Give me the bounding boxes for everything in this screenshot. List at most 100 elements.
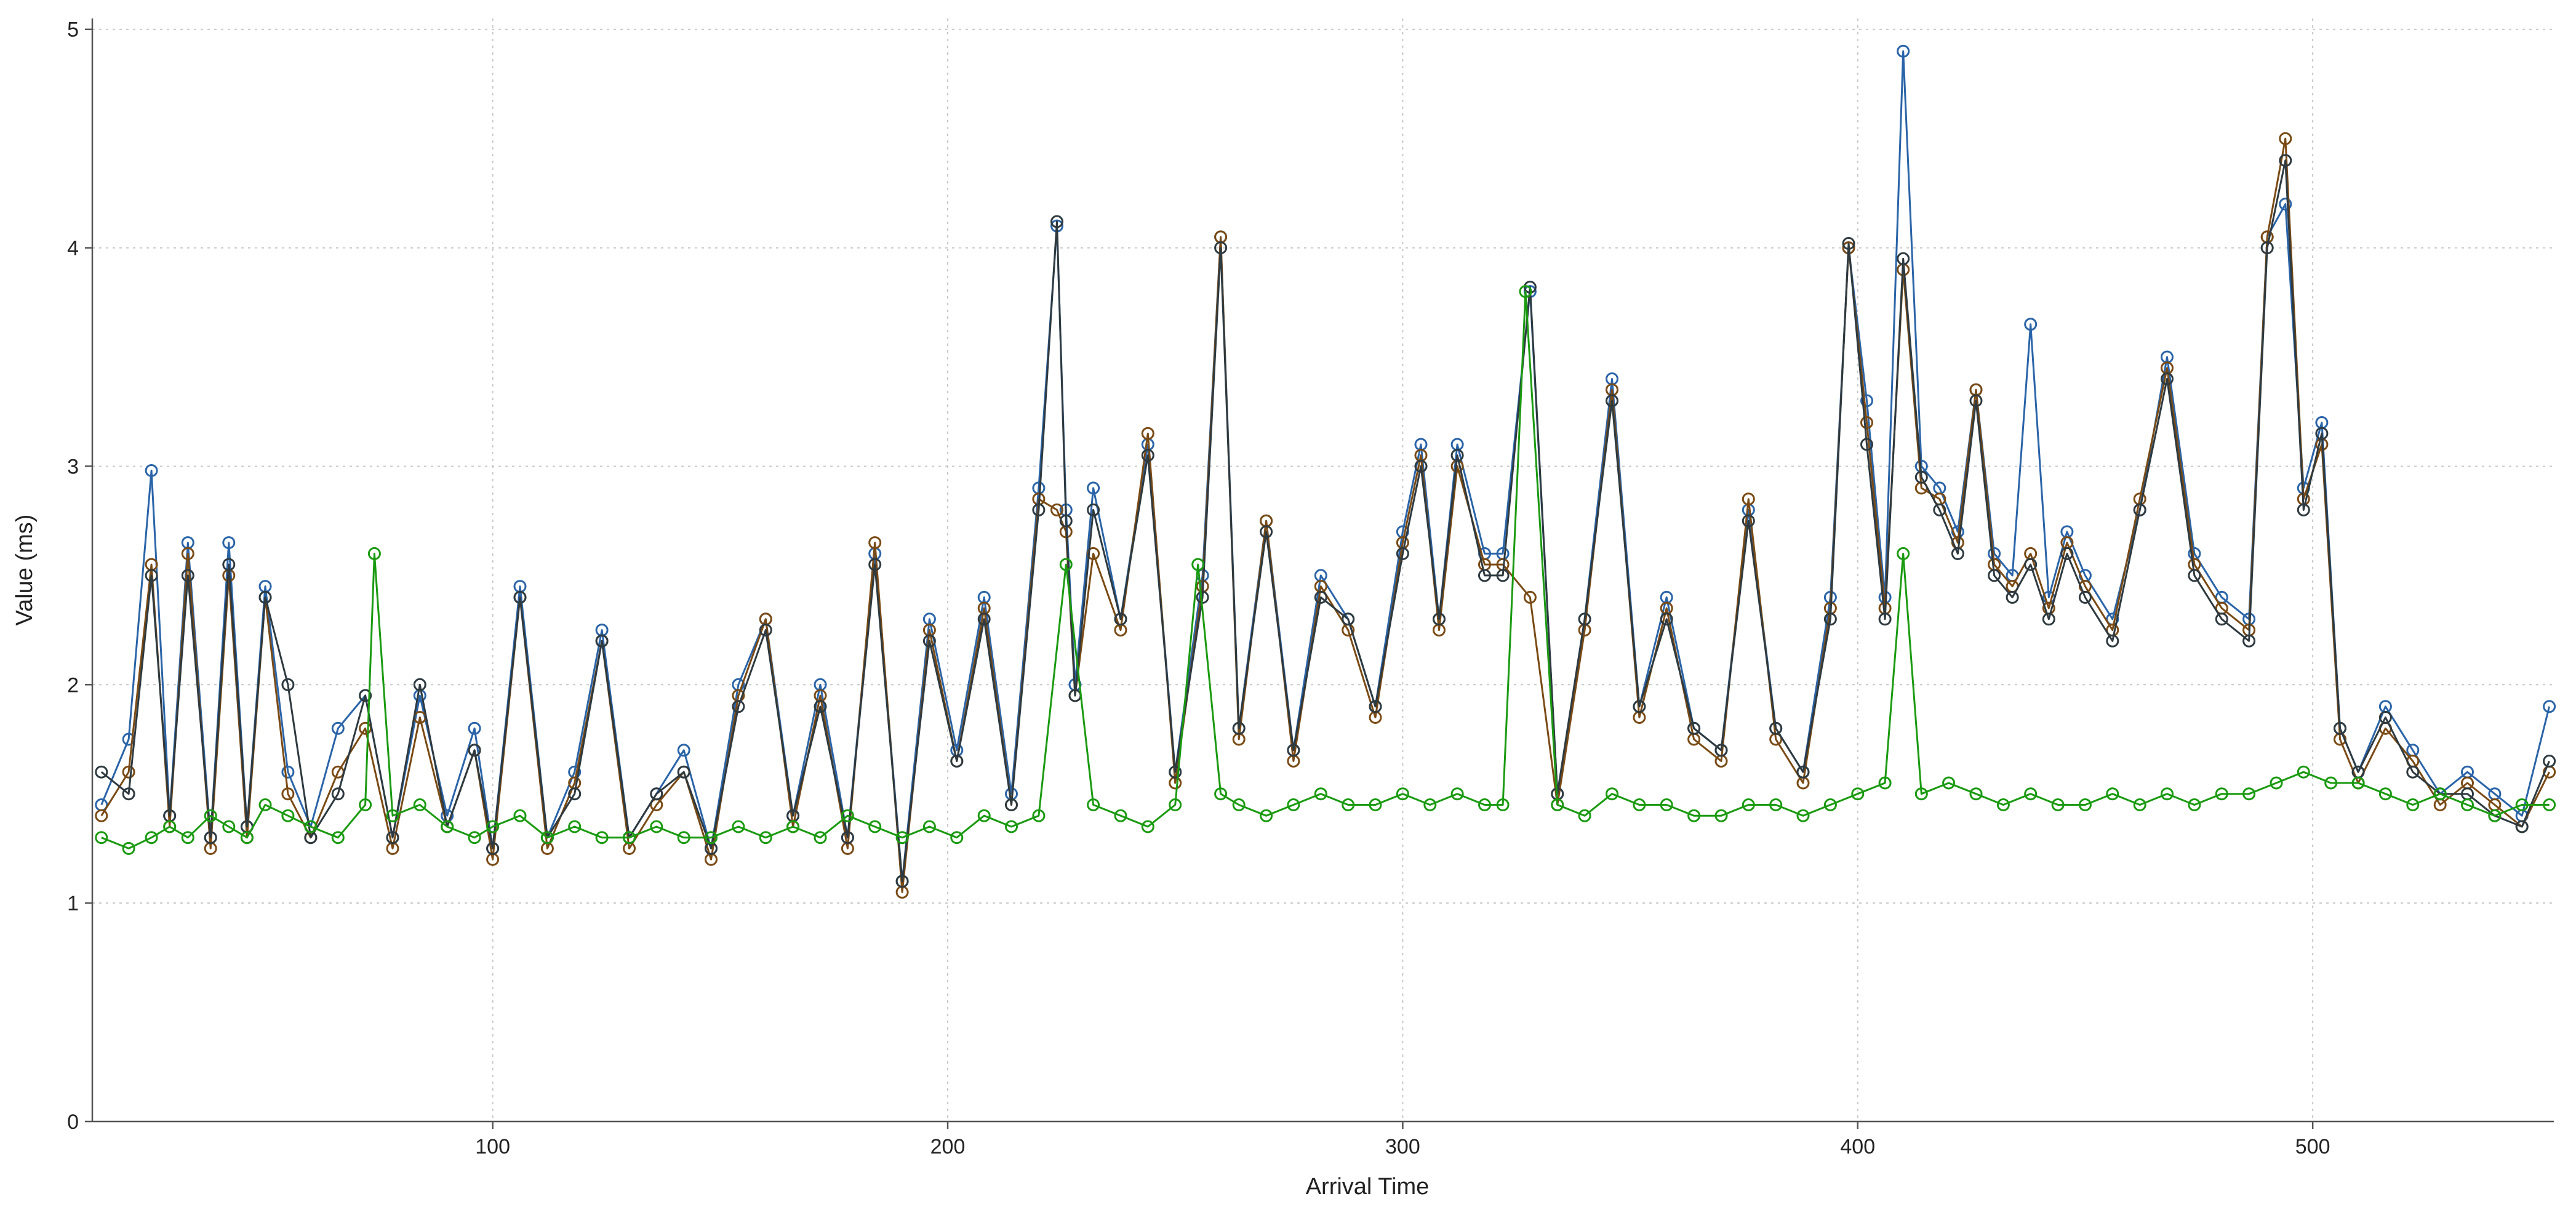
data-point: [2060, 547, 2074, 560]
data-point: [2433, 787, 2447, 801]
data-point: [1796, 809, 1810, 822]
data-point: [705, 831, 718, 845]
data-point: [2161, 787, 2174, 801]
data-point: [1414, 459, 1428, 473]
data-point: [1519, 285, 1532, 299]
data-point: [2024, 318, 2038, 331]
data-point: [2161, 372, 2174, 385]
data-point: [2188, 798, 2201, 811]
data-point: [1059, 558, 1073, 571]
data-point: [677, 765, 690, 779]
data-point: [1578, 612, 1591, 626]
data-point: [922, 820, 936, 833]
data-point: [650, 787, 663, 801]
data-point: [2215, 787, 2228, 801]
data-point: [1005, 820, 1018, 833]
data-point: [331, 721, 345, 735]
data-point: [1633, 798, 1646, 811]
data-point: [2543, 700, 2556, 713]
data-point: [1969, 787, 1983, 801]
data-point: [1823, 612, 1837, 626]
data-point: [868, 558, 882, 571]
data-point: [1169, 765, 1182, 779]
data-point: [222, 820, 236, 833]
data-point: [1396, 787, 1409, 801]
data-point: [204, 809, 217, 822]
data-point: [895, 831, 909, 845]
data-point: [1087, 481, 1100, 495]
data-point: [331, 831, 345, 845]
data-point: [145, 464, 158, 477]
data-point: [2215, 612, 2228, 626]
data-point: [1496, 798, 1510, 811]
data-point: [1260, 525, 1273, 539]
data-point: [1742, 492, 1755, 506]
data-point: [2106, 787, 2119, 801]
data-point: [1878, 612, 1892, 626]
data-point: [1369, 798, 1382, 811]
data-point: [1660, 798, 1673, 811]
data-point: [281, 809, 295, 822]
data-point: [922, 634, 936, 648]
data-point: [1988, 569, 2001, 582]
data-point: [1087, 503, 1100, 516]
data-point: [677, 744, 690, 757]
data-point: [2351, 776, 2365, 790]
data-point: [95, 765, 108, 779]
data-point: [122, 787, 135, 801]
data-point: [1878, 776, 1892, 790]
data-point: [1714, 809, 1728, 822]
data-point: [1551, 798, 1564, 811]
data-point: [2406, 798, 2420, 811]
data-point: [1141, 820, 1154, 833]
data-point: [759, 624, 772, 637]
data-point: [623, 831, 636, 845]
data-point: [468, 721, 481, 735]
data-point: [2297, 765, 2310, 779]
data-point: [1897, 547, 1910, 560]
data-point: [732, 700, 745, 713]
data-point: [895, 875, 909, 888]
data-point: [1005, 798, 1018, 811]
data-point: [1050, 503, 1063, 516]
data-point: [1897, 44, 1910, 58]
data-point: [1523, 590, 1537, 604]
data-point: [222, 536, 236, 550]
x-tick-label: 400: [1840, 1135, 1875, 1158]
data-point: [650, 820, 663, 833]
ticks: 100 200 300 400 500 0 1 2 3 4 5: [67, 18, 2330, 1158]
data-point: [181, 547, 194, 560]
data-point: [2378, 787, 2392, 801]
data-point: [386, 809, 399, 822]
data-point: [1496, 569, 1510, 582]
data-point: [568, 820, 582, 833]
data-point: [732, 820, 745, 833]
data-point: [1314, 590, 1327, 604]
x-tick-label: 100: [475, 1135, 510, 1158]
data-point: [1087, 547, 1100, 560]
data-point: [1032, 503, 1046, 516]
data-point: [2279, 198, 2292, 211]
data-point: [2024, 787, 2038, 801]
data-point: [1860, 394, 1873, 407]
data-point: [181, 569, 194, 582]
data-point: [1897, 252, 1910, 265]
series-line: [100, 159, 2550, 883]
data-point: [677, 831, 690, 845]
data-point: [145, 569, 158, 582]
data-point: [413, 678, 426, 691]
data-point: [386, 831, 399, 845]
data-point: [1287, 798, 1300, 811]
data-point: [595, 634, 609, 648]
data-point: [468, 744, 481, 757]
y-tick-label: 3: [67, 455, 79, 478]
data-point: [367, 547, 381, 560]
data-point: [1996, 798, 2010, 811]
data-point: [1050, 215, 1063, 228]
data-point: [1232, 721, 1246, 735]
data-point: [513, 590, 527, 604]
data-point: [2515, 798, 2529, 811]
data-point: [2106, 634, 2119, 648]
data-point: [868, 820, 882, 833]
data-point: [1141, 449, 1154, 462]
